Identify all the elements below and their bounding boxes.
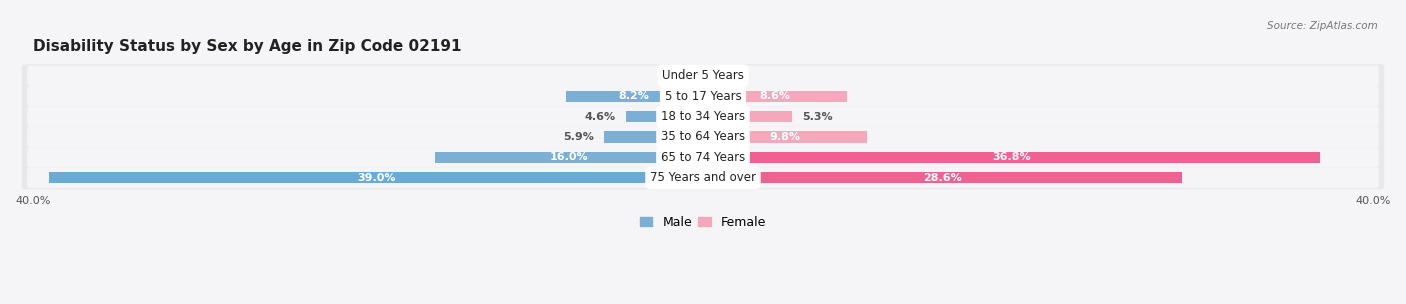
Text: 5.9%: 5.9%	[564, 132, 595, 142]
Bar	[626, 111, 703, 122]
Text: 0.0%: 0.0%	[668, 71, 697, 81]
Text: 35 to 64 Years: 35 to 64 Years	[661, 130, 745, 143]
Bar	[49, 172, 703, 183]
Text: 0.0%: 0.0%	[709, 71, 738, 81]
Bar	[703, 91, 848, 102]
Legend: Male, Female: Male, Female	[636, 211, 770, 234]
FancyBboxPatch shape	[22, 126, 1384, 148]
FancyBboxPatch shape	[22, 166, 1384, 189]
Bar	[703, 172, 1182, 183]
Bar	[703, 111, 792, 122]
Text: 8.2%: 8.2%	[619, 91, 650, 101]
Text: 8.6%: 8.6%	[759, 91, 790, 101]
FancyBboxPatch shape	[27, 168, 1379, 188]
Text: 39.0%: 39.0%	[357, 173, 395, 183]
FancyBboxPatch shape	[22, 105, 1384, 128]
FancyBboxPatch shape	[27, 86, 1379, 106]
Text: 4.6%: 4.6%	[585, 112, 616, 122]
FancyBboxPatch shape	[27, 127, 1379, 147]
FancyBboxPatch shape	[22, 146, 1384, 169]
Text: Source: ZipAtlas.com: Source: ZipAtlas.com	[1267, 21, 1378, 31]
Text: 28.6%: 28.6%	[924, 173, 962, 183]
Text: 9.8%: 9.8%	[769, 132, 800, 142]
Text: 18 to 34 Years: 18 to 34 Years	[661, 110, 745, 123]
Text: Under 5 Years: Under 5 Years	[662, 69, 744, 82]
Bar	[434, 152, 703, 163]
Bar	[703, 152, 1320, 163]
Text: 65 to 74 Years: 65 to 74 Years	[661, 151, 745, 164]
Text: 75 Years and over: 75 Years and over	[650, 171, 756, 184]
Bar	[703, 131, 868, 143]
Text: 16.0%: 16.0%	[550, 152, 588, 162]
Text: 5.3%: 5.3%	[801, 112, 832, 122]
Bar	[565, 91, 703, 102]
Bar	[605, 131, 703, 143]
FancyBboxPatch shape	[22, 85, 1384, 108]
FancyBboxPatch shape	[27, 106, 1379, 127]
Text: 5 to 17 Years: 5 to 17 Years	[665, 90, 741, 103]
Text: 36.8%: 36.8%	[993, 152, 1031, 162]
FancyBboxPatch shape	[27, 147, 1379, 168]
FancyBboxPatch shape	[27, 65, 1379, 86]
FancyBboxPatch shape	[22, 64, 1384, 87]
Text: Disability Status by Sex by Age in Zip Code 02191: Disability Status by Sex by Age in Zip C…	[32, 39, 461, 54]
